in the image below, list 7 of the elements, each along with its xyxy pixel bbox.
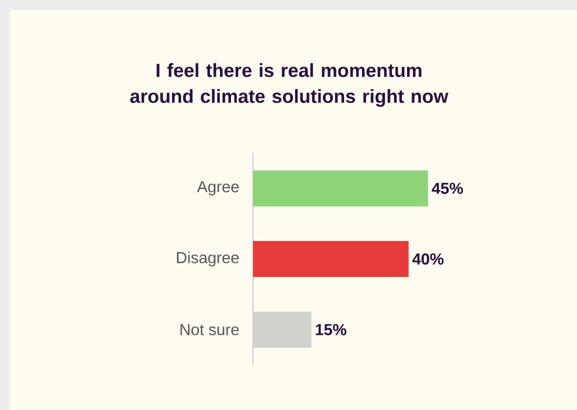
y-tick-label: Agree (196, 181, 239, 196)
y-tick-label: Disagree (177, 252, 239, 266)
data-label: 40% (412, 253, 444, 265)
chart-title: I feel there is real momentum around climate solutions right now (130, 63, 448, 107)
data-label: 15% (316, 324, 346, 336)
data-label: 45% (432, 182, 464, 194)
y-tick-label: Not sure (180, 324, 239, 336)
